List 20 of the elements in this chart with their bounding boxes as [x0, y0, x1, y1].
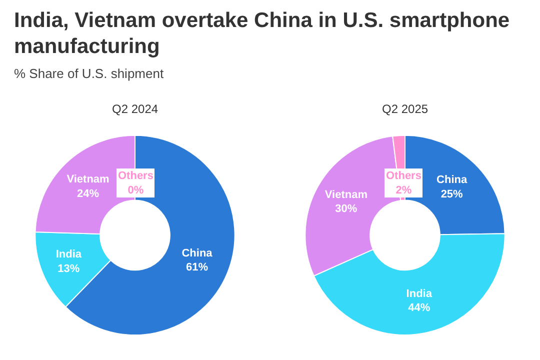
slice-label: Vietnam [324, 188, 368, 201]
slice-label: India [406, 288, 433, 300]
slice-label: India [56, 248, 82, 261]
slice-label: Others [386, 170, 422, 182]
slice-label: China [182, 247, 214, 260]
chart-subtitle: % Share of U.S. shipment [14, 66, 165, 81]
text: Q2 2024 [112, 102, 158, 116]
data-label: 13% [58, 262, 80, 275]
chart-title: India, Vietnam overtake China in U.S. smartphone manufacturing [14, 8, 511, 60]
category-label: Others [118, 170, 154, 182]
data-label: 25% [440, 188, 464, 200]
data-label: 61% [186, 262, 208, 274]
slice-label: China [436, 174, 468, 186]
data-label: 44% [408, 302, 430, 314]
data-label: 2% [396, 184, 412, 196]
data-label: 24% [77, 188, 100, 200]
slice-label: Vietnam [66, 174, 110, 186]
chart-title: Q2 2025 [382, 102, 428, 116]
text: 0% [128, 184, 144, 196]
data-label: 30% [335, 203, 358, 216]
